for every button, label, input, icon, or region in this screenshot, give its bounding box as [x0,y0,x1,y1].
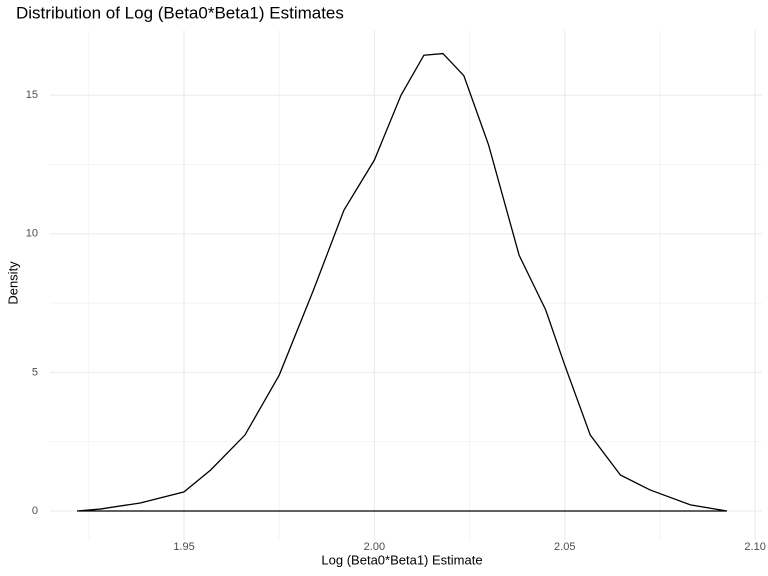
x-tick-label: 2.05 [554,541,575,553]
chart-title: Distribution of Log (Beta0*Beta1) Estima… [16,3,344,22]
x-axis-label: Log (Beta0*Beta1) Estimate [321,552,482,567]
y-tick-label: 15 [26,89,38,101]
y-tick-label: 10 [26,228,38,240]
y-tick-label: 0 [32,505,38,517]
y-tick-label: 5 [32,366,38,378]
y-axis-label: Density [5,261,20,305]
x-tick-label: 2.00 [364,541,385,553]
x-tick-label: 2.10 [744,541,765,553]
x-tick-label: 1.95 [173,541,194,553]
density-curve [76,52,728,512]
